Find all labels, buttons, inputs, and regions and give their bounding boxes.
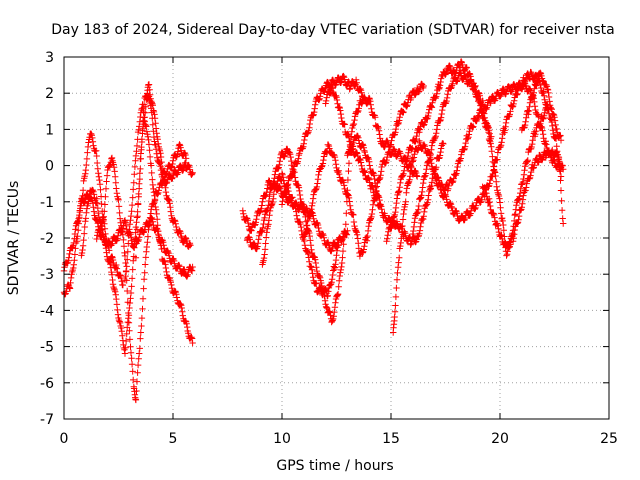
x-axis-label: GPS time / hours: [276, 458, 393, 474]
y-tick-label: -5: [40, 340, 54, 356]
axis-ticks: 0 5 10 15 20 25 -7 -6 -5 -4 -3 -2 -1 0 1 2 3: [40, 50, 618, 447]
y-tick-label: -1: [40, 195, 54, 211]
satellite-track-4: [93, 154, 196, 404]
x-tick-label: 15: [382, 431, 400, 447]
y-tick-label: 3: [45, 50, 54, 66]
y-tick-label: 2: [45, 86, 54, 102]
satellite-track-19: [518, 69, 565, 144]
x-tick-label: 0: [60, 431, 69, 447]
satellite-track-5: [121, 101, 196, 347]
data-points: [60, 58, 567, 404]
y-tick-label: -3: [40, 267, 54, 283]
y-axis-label: SDTVAR / TECUs: [6, 181, 22, 296]
y-tick-label: 1: [45, 122, 54, 138]
y-tick-label: -4: [40, 303, 54, 319]
satellite-track-16: [409, 69, 552, 259]
satellite-track-10: [278, 72, 366, 208]
x-tick-label: 25: [600, 431, 618, 447]
x-tick-label: 5: [169, 431, 178, 447]
satellite-track-6: [132, 92, 190, 261]
satellite-track-8: [243, 145, 342, 300]
y-tick-label: -7: [40, 412, 54, 428]
y-tick-label: 0: [45, 159, 54, 175]
satellite-track-18: [479, 146, 567, 251]
satellite-track-13: [344, 80, 427, 159]
satellite-track-1: [60, 130, 127, 298]
x-tick-label: 20: [491, 431, 509, 447]
x-tick-label: 10: [273, 431, 291, 447]
y-tick-label: -2: [40, 231, 54, 247]
y-tick-label: -6: [40, 376, 54, 392]
chart-title: Day 183 of 2024, Sidereal Day-to-day VTE…: [51, 22, 614, 38]
